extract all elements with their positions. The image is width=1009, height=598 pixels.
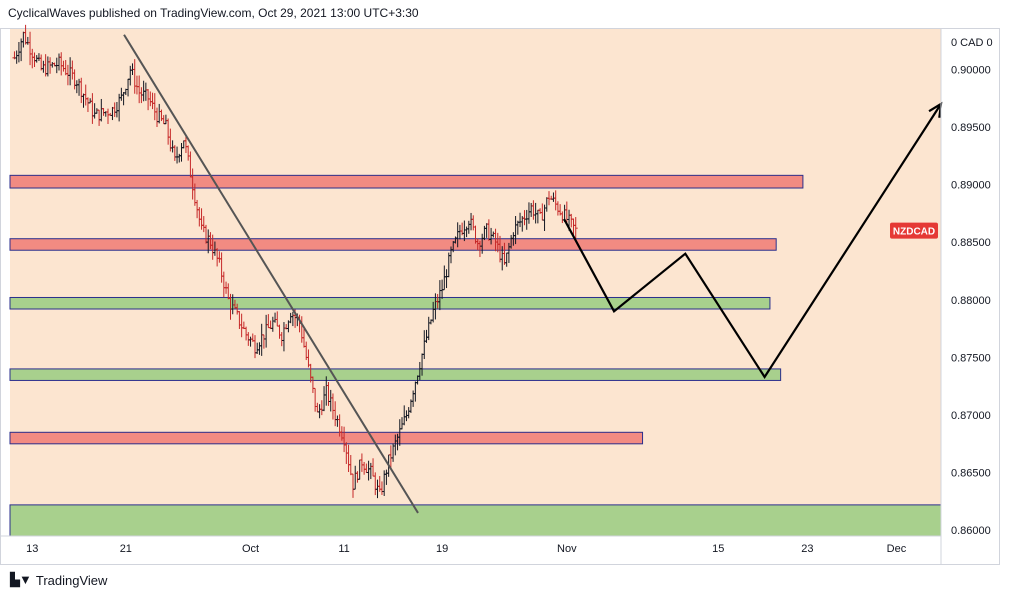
resistance-zone-4 xyxy=(9,431,644,445)
time-tick-label: 11 xyxy=(338,543,349,555)
symbol-badge: NZDCAD xyxy=(890,222,938,239)
price-tick-label: 0.88000 xyxy=(951,295,991,307)
symbol-badge-bg xyxy=(890,222,938,239)
time-tick-label: Nov xyxy=(557,543,577,555)
time-tick-label: 13 xyxy=(26,543,38,555)
support-zone-5 xyxy=(9,504,942,537)
tradingview-logo-icon: ▙▼ xyxy=(10,572,32,587)
price-tick-label: 0.87000 xyxy=(951,410,991,422)
resistance-zone-1 xyxy=(9,238,777,251)
support-zone-3 xyxy=(9,368,782,381)
price-tick-label: 0.89500 xyxy=(951,122,991,134)
forecast-path xyxy=(563,103,942,380)
time-tick-label: 19 xyxy=(436,543,448,555)
price-tick-label: 0.86000 xyxy=(951,525,991,537)
footer-brand: TradingView xyxy=(35,572,108,588)
price-tick-label: 0.86500 xyxy=(951,468,991,480)
price-tick-label: 0.87500 xyxy=(951,352,991,364)
price-tick-label: 0.90000 xyxy=(951,64,991,76)
resistance-zone-0 xyxy=(9,174,804,189)
time-axis: 13 21 Oct 11 19 Nov 15 23 Dec xyxy=(26,543,907,555)
time-tick-label: 15 xyxy=(712,543,724,555)
footer: ▙▼ TradingView xyxy=(10,572,107,588)
symbol-badge-label: NZDCAD xyxy=(893,227,935,238)
downtrend-line xyxy=(123,34,419,514)
price-axis-currency: 0 CAD 0 xyxy=(951,37,993,49)
candles-layer xyxy=(12,24,578,499)
zones-layer xyxy=(9,174,942,537)
price-tick-label: 0.88500 xyxy=(951,237,991,249)
price-tick-label: 0.89000 xyxy=(951,180,991,192)
time-tick-label: Oct xyxy=(242,543,259,555)
ohlc-bar xyxy=(573,217,578,239)
time-tick-label: Dec xyxy=(887,543,907,555)
time-tick-label: 23 xyxy=(801,543,813,555)
publish-info: CyclicalWaves published on TradingView.c… xyxy=(8,6,419,20)
support-zone-2 xyxy=(9,296,771,310)
time-tick-label: 21 xyxy=(120,543,132,555)
plot-background xyxy=(10,29,941,536)
price-axis: 0.90000 0.89500 0.89000 0.88500 0.88000 0.875… xyxy=(951,64,991,537)
